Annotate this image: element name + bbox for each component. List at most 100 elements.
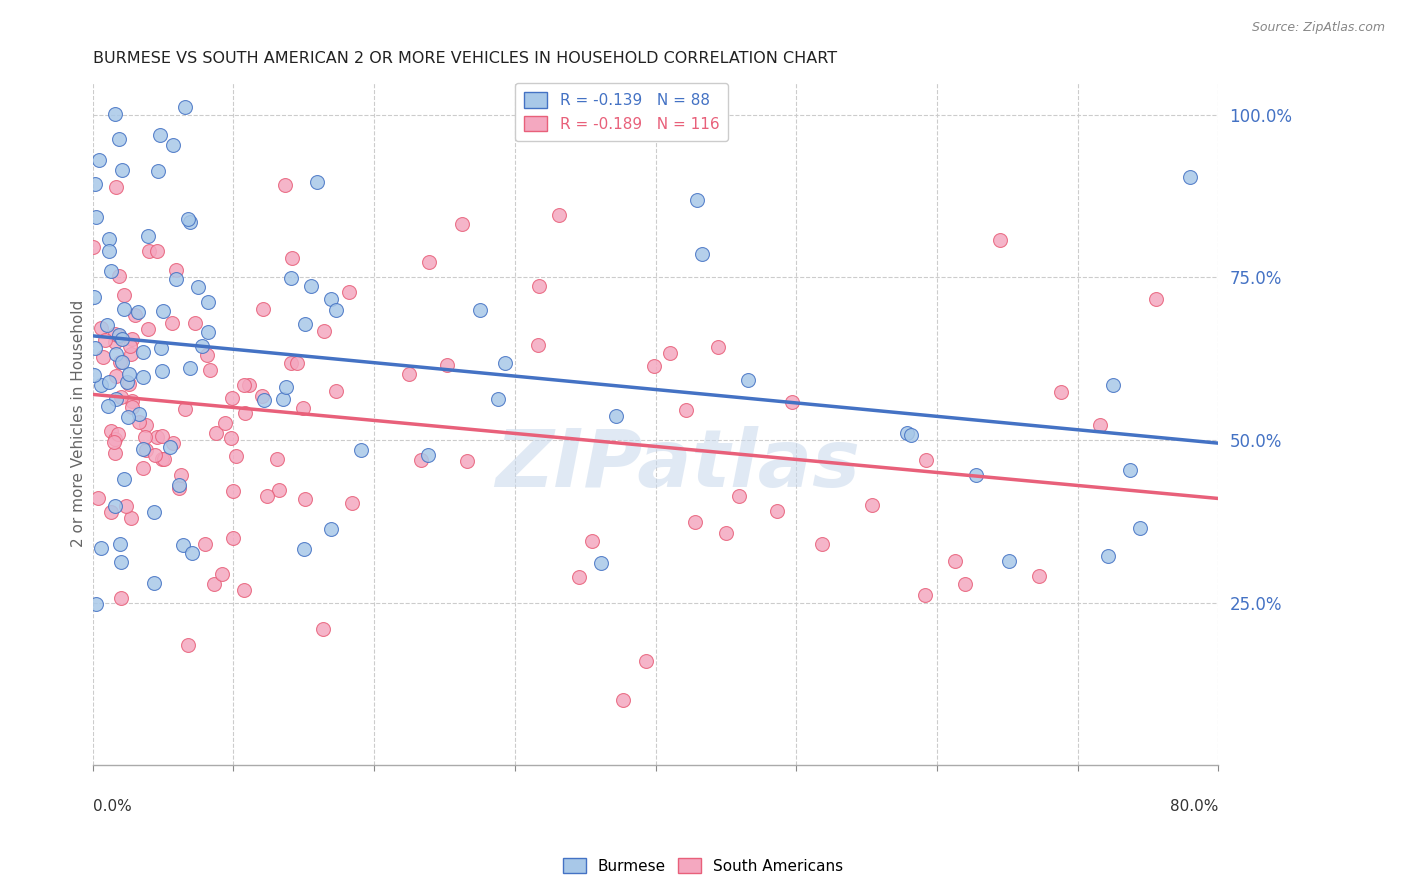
Point [100, 264, 122, 278]
Point [194, 537, 217, 551]
Point [273, 392, 295, 407]
Point [121, 332, 143, 346]
Point [1129, 521, 1152, 535]
Point [1028, 569, 1050, 583]
Point [737, 373, 759, 387]
Point [83, 290, 105, 304]
Point [291, 401, 314, 415]
Point [319, 293, 342, 307]
Point [132, 442, 155, 456]
Point [591, 556, 613, 570]
Point [103, 327, 125, 342]
Point [120, 347, 142, 361]
Point [160, 316, 183, 330]
Point [292, 542, 315, 557]
Point [943, 554, 966, 568]
Point [84, 597, 107, 611]
Point [183, 316, 205, 330]
Point [486, 392, 509, 407]
Point [110, 555, 132, 569]
Point [200, 363, 222, 377]
Point [547, 208, 569, 222]
Point [686, 193, 709, 207]
Point [350, 442, 373, 457]
Point [281, 251, 304, 265]
Point [135, 417, 157, 432]
Point [896, 426, 918, 441]
Text: 80.0%: 80.0% [1170, 799, 1219, 814]
Point [120, 511, 142, 525]
Point [456, 454, 478, 468]
Point [152, 304, 174, 318]
Point [115, 376, 138, 390]
Point [128, 407, 150, 421]
Point [221, 392, 243, 406]
Point [202, 577, 225, 591]
Point [104, 180, 127, 194]
Point [169, 481, 191, 495]
Point [179, 360, 201, 375]
Point [643, 359, 665, 374]
Point [170, 468, 193, 483]
Point [1118, 463, 1140, 477]
Point [238, 377, 260, 392]
Point [280, 271, 302, 285]
Point [256, 489, 278, 503]
Point [135, 442, 157, 457]
Point [104, 335, 127, 350]
Point [581, 534, 603, 549]
Point [172, 537, 194, 551]
Point [173, 100, 195, 114]
Point [860, 498, 883, 512]
Point [103, 435, 125, 450]
Point [112, 302, 135, 317]
Title: BURMESE VS SOUTH AMERICAN 2 OR MORE VEHICLES IN HOUSEHOLD CORRELATION CHART: BURMESE VS SOUTH AMERICAN 2 OR MORE VEHI… [93, 51, 837, 66]
Point [1050, 385, 1073, 400]
Point [117, 368, 139, 382]
Point [294, 491, 316, 506]
Point [205, 425, 228, 440]
Point [221, 532, 243, 546]
Point [1178, 170, 1201, 185]
Point [83, 368, 105, 382]
Point [782, 395, 804, 409]
Point [274, 178, 297, 192]
Point [107, 427, 129, 442]
Point [191, 339, 214, 353]
Point [612, 693, 634, 707]
Point [214, 416, 236, 430]
Point [187, 280, 209, 294]
Point [111, 354, 134, 368]
Point [104, 446, 127, 460]
Point [121, 394, 143, 409]
Point [96, 318, 118, 332]
Point [108, 327, 131, 342]
Point [169, 478, 191, 492]
Point [108, 329, 131, 343]
Point [634, 654, 657, 668]
Point [416, 448, 439, 462]
Point [143, 576, 166, 591]
Point [152, 451, 174, 466]
Point [136, 322, 159, 336]
Y-axis label: 2 or more Vehicles in Household: 2 or more Vehicles in Household [72, 300, 86, 548]
Point [325, 303, 347, 318]
Point [811, 537, 834, 551]
Point [112, 472, 135, 486]
Point [82, 240, 104, 254]
Point [97, 244, 120, 259]
Point [683, 515, 706, 529]
Point [148, 164, 170, 178]
Point [114, 499, 136, 513]
Point [197, 326, 219, 340]
Point [165, 272, 187, 286]
Point [108, 132, 131, 146]
Point [110, 591, 132, 606]
Point [714, 525, 737, 540]
Point [97, 232, 120, 246]
Point [418, 255, 440, 269]
Point [107, 269, 129, 284]
Point [146, 244, 169, 258]
Point [111, 332, 134, 346]
Point [138, 244, 160, 258]
